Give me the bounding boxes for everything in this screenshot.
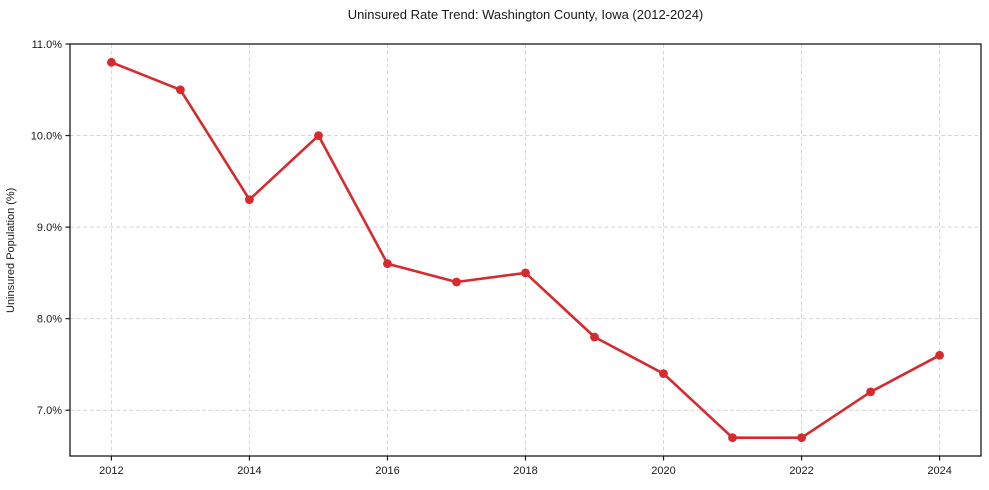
y-axis-tick-label: 9.0% xyxy=(37,222,62,234)
x-axis-tick-label: 2024 xyxy=(927,465,951,477)
data-point-marker xyxy=(383,259,392,269)
data-point-marker xyxy=(866,387,875,397)
y-axis-tick-label: 10.0% xyxy=(31,130,62,142)
x-axis-tick-label: 2016 xyxy=(375,465,399,477)
x-axis-tick-label: 2012 xyxy=(99,465,123,477)
x-axis-tick-label: 2020 xyxy=(651,465,675,477)
data-point-marker xyxy=(659,369,668,378)
chart-title: Uninsured Rate Trend: Washington County,… xyxy=(347,7,704,22)
data-point-marker xyxy=(935,350,944,360)
data-point-marker xyxy=(797,433,806,443)
data-point-marker xyxy=(314,131,323,141)
data-point-marker xyxy=(521,268,530,278)
data-point-marker xyxy=(245,195,254,205)
x-axis-tick-label: 2018 xyxy=(513,465,537,477)
data-point-marker xyxy=(107,57,116,67)
y-axis-tick-label: 11.0% xyxy=(32,39,63,51)
data-point-marker xyxy=(728,433,737,443)
data-point-marker xyxy=(452,277,461,287)
y-axis-tick-label: 8.0% xyxy=(37,313,62,325)
data-point-marker xyxy=(590,332,599,342)
x-axis-tick-label: 2022 xyxy=(789,465,813,477)
x-axis-tick-label: 2014 xyxy=(237,465,261,477)
data-point-marker xyxy=(176,85,185,95)
y-axis-tick-label: 7.0% xyxy=(37,405,62,417)
